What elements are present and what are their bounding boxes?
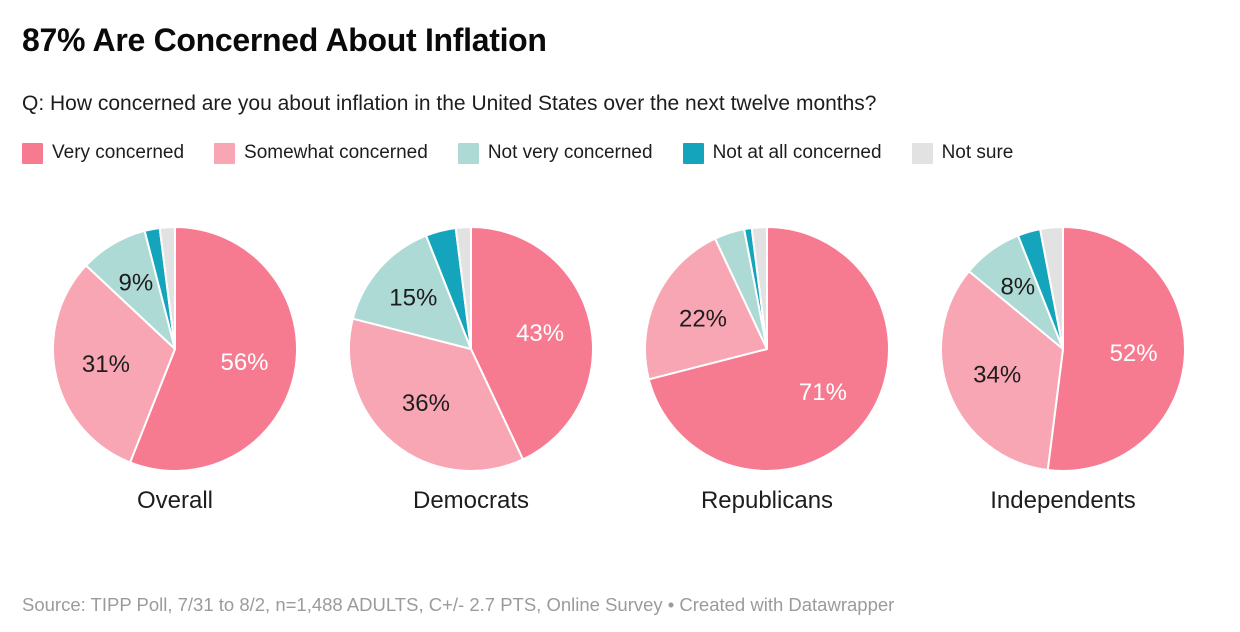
pie-slice-not-sure[interactable]	[1039, 226, 1064, 350]
pie-slice-very-concerned[interactable]	[470, 226, 594, 461]
legend-label: Not at all concerned	[712, 142, 882, 163]
slice-value-label: 56%	[220, 349, 268, 376]
pie-chart: 71% 22%	[644, 226, 890, 472]
source-footer: Source: TIPP Poll, 7/31 to 8/2, n=1,488 …	[22, 594, 895, 615]
slice-value-label: 34%	[973, 362, 1021, 389]
group-label: Overall	[136, 487, 214, 514]
pie-slice-somewhat-concerned[interactable]	[348, 317, 524, 472]
legend-swatch	[214, 142, 236, 164]
chart-subtitle: Q: How concerned are you about inflation…	[22, 92, 877, 115]
legend-label: Not sure	[941, 142, 1014, 163]
legend-swatch	[22, 142, 43, 164]
slice-value-label: 15%	[389, 285, 437, 312]
pie-cell-democrats: 43% 36% 15% Democrats	[328, 224, 614, 515]
slice-value-label: 71%	[799, 379, 847, 406]
slice-value-label: 36%	[402, 390, 450, 417]
group-label: Democrats	[412, 487, 530, 514]
pie-slice-not-sure[interactable]	[454, 226, 472, 350]
pie-slice-somewhat-concerned[interactable]	[644, 237, 768, 381]
legend-item-not-very-concerned: Not very concerned	[457, 142, 653, 164]
pie-chart: 56% 31% 9%	[52, 226, 298, 472]
legend-item-not-sure: Not sure	[911, 142, 1014, 164]
legend-item-not-at-all-concerned: Not at all concerned	[682, 142, 882, 164]
pie-cell-republicans: 71% 22% Republicans	[624, 224, 910, 515]
pie-slice-not-very-concerned[interactable]	[351, 234, 472, 350]
page-title: 87% Are Concerned About Inflation	[22, 22, 547, 58]
legend-item-somewhat-concerned: Somewhat concerned	[214, 142, 428, 164]
pie-slice-not-sure[interactable]	[750, 226, 768, 350]
pie-cell-independents: 52% 34% 8% Independents	[920, 224, 1206, 515]
pie-slice-very-concerned[interactable]	[1046, 226, 1186, 472]
legend-label: Very concerned	[52, 142, 185, 163]
pie-slice-very-concerned[interactable]	[129, 226, 298, 472]
pie-slice-somewhat-concerned[interactable]	[940, 270, 1064, 472]
pie-chart: 52% 34% 8%	[940, 226, 1186, 472]
chart-page: 87% Are Concerned About Inflation Q: How…	[22, 22, 1216, 515]
group-label: Republicans	[700, 487, 834, 514]
slice-value-label: 9%	[119, 269, 154, 296]
pie-slice-somewhat-concerned[interactable]	[52, 264, 176, 464]
legend-swatch	[911, 142, 933, 164]
slice-value-label: 22%	[679, 305, 727, 332]
pie-chart: 43% 36% 15%	[348, 226, 594, 472]
slice-value-label: 8%	[1000, 273, 1035, 300]
pie-slice-very-concerned[interactable]	[647, 226, 890, 472]
legend-swatch	[457, 142, 479, 164]
pie-cell-overall: 56% 31% 9% Overall	[32, 224, 318, 515]
slice-value-label: 31%	[82, 351, 130, 378]
legend-label: Somewhat concerned	[244, 142, 428, 163]
slice-value-label: 43%	[516, 320, 564, 347]
group-label: Independents	[990, 487, 1136, 514]
legend-label: Not very concerned	[487, 142, 653, 163]
pie-charts-row: 56% 31% 9% Overall 43% 36% 15% Democrats 71% 22% R…	[22, 224, 1216, 515]
pie-slice-not-sure[interactable]	[158, 226, 176, 350]
legend-item-very-concerned: Very concerned	[22, 142, 184, 164]
legend-swatch	[682, 142, 704, 164]
slice-value-label: 52%	[1110, 340, 1158, 367]
legend: Very concerned Somewhat concerned Not very…	[22, 142, 1216, 164]
